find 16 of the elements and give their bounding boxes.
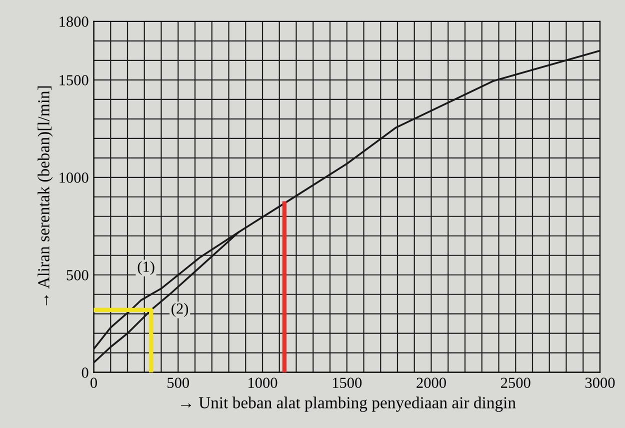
- x-tick-label: 3000: [585, 378, 615, 388]
- x-axis-title: → Unit beban alat plambing penyediaan air dingin: [181, 396, 516, 412]
- y-tick-label: 1500: [60, 75, 88, 86]
- x-tick-label: 2000: [416, 378, 446, 388]
- annotation: (1): [138, 261, 154, 275]
- x-tick-label: 500: [168, 378, 189, 388]
- y-tick-label: 500: [66, 270, 88, 280]
- x-tick-label: 1000: [248, 378, 278, 388]
- x-tick-label: 1500: [332, 378, 362, 388]
- annotation: (2): [172, 303, 188, 317]
- y-tick-label: 1000: [60, 172, 88, 183]
- y-tick-label: 1800: [60, 16, 88, 27]
- x-tick-label: 0: [90, 378, 97, 388]
- x-tick-label: 2500: [501, 378, 530, 388]
- y-tick-label: 0: [82, 368, 88, 378]
- y-axis-title: → Aliran serentak (beban)[l/min]: [38, 86, 53, 306]
